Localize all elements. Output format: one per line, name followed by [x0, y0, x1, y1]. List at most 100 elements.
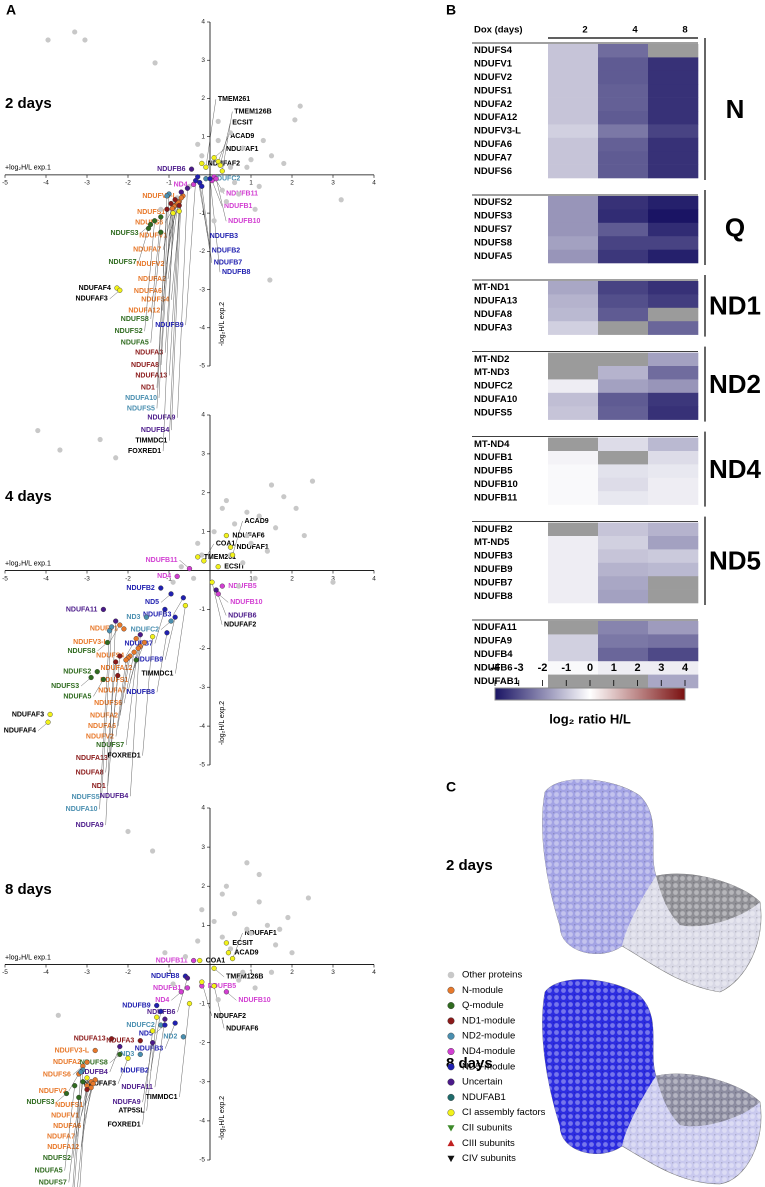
heatmap-cell: [648, 392, 699, 407]
heatmap-cell: [648, 366, 699, 380]
point-label: NDUFS2: [63, 669, 91, 676]
row-label: NDUFS8: [474, 237, 512, 248]
point-label: ND4: [155, 997, 169, 1004]
labeled-point: [201, 558, 207, 564]
other-point: [223, 883, 229, 889]
legend-label: CIII subunits: [462, 1138, 515, 1149]
labeled-point: [76, 1094, 82, 1101]
labeled-point: [123, 657, 129, 663]
legend-label: ND5-module: [462, 1061, 515, 1072]
point-label: NDUFA5: [63, 693, 91, 700]
x-tick-label: 3: [331, 575, 335, 582]
labels: NDUFV3-LNDUFS1NDUFS6NDUFV1NDUFA7NDUFV2ND…: [76, 96, 272, 455]
leader-line: [173, 597, 184, 615]
legend-label: Other proteins: [462, 970, 522, 981]
leader-line: [205, 99, 217, 168]
panel-label: B: [446, 2, 456, 18]
other-point: [244, 164, 250, 170]
other-point: [264, 548, 270, 554]
leader-line: [154, 609, 166, 644]
leader-line: [142, 636, 153, 756]
heatmap-cell: [548, 97, 599, 112]
labeled-point: [113, 659, 119, 665]
y-axis-label: -log₂H/L exp.2: [219, 302, 226, 346]
leader-line: [150, 232, 161, 343]
heatmap-cell: [548, 84, 599, 98]
points: [55, 828, 311, 1101]
other-point: [256, 183, 262, 189]
heatmap-cell: [648, 84, 699, 98]
legend-label: Q-module: [462, 1000, 504, 1011]
legend-label: N-module: [462, 985, 503, 996]
other-point: [268, 153, 275, 159]
labeled-point: [63, 1090, 70, 1097]
group-label: N: [726, 94, 745, 124]
leader-line: [80, 1087, 92, 1148]
x-axis-label: +log₂H/L exp.1: [5, 560, 51, 567]
labeled-point: [225, 950, 232, 956]
other-point: [260, 137, 266, 144]
labeled-point: [172, 614, 178, 620]
row-label: NDUFA2: [474, 99, 512, 110]
point-label: NDUFA2: [53, 1059, 81, 1066]
heatmap-cell: [548, 249, 599, 264]
labeled-point: [100, 676, 107, 683]
labeled-point: [199, 160, 205, 167]
labeled-point: [150, 634, 156, 640]
point-label: NDUFB1: [153, 985, 181, 992]
x-tick-label: 2: [290, 180, 294, 187]
point-label: NDUFS1: [100, 677, 128, 684]
legend-marker: [447, 1002, 455, 1010]
point-label: NDUFB8: [222, 269, 250, 276]
other-point: [232, 911, 238, 917]
labeled-point: [162, 606, 168, 613]
y-tick-label: 2: [201, 883, 205, 890]
heatmap-cell: [598, 522, 649, 537]
heatmap-cell: [648, 647, 699, 662]
y-tick-label: 1: [201, 133, 205, 140]
point-label: FOXRED1: [128, 448, 161, 455]
labeled-point: [199, 183, 205, 189]
labeled-point: [125, 1055, 131, 1061]
heatmap-cell: [548, 222, 599, 237]
other-point: [236, 191, 242, 197]
point-label: TIMMDC1: [135, 438, 167, 445]
leader-line: [109, 624, 120, 643]
heatmap-header: Dox (days): [474, 25, 523, 36]
other-point: [248, 930, 254, 936]
other-point: [170, 981, 176, 987]
heatmap-cell: [648, 196, 699, 210]
x-tick-label: -2: [125, 180, 131, 187]
heatmap-cell: [598, 674, 649, 689]
row-label: MT-ND3: [474, 367, 509, 378]
point-label: TIMMDC1: [142, 670, 174, 677]
y-tick-label: 4: [201, 805, 205, 812]
row-label: NDUFS5: [474, 407, 513, 418]
labeled-point: [186, 566, 193, 572]
point-label: NDUFB5: [208, 983, 236, 990]
point-label: NDUFS6: [94, 700, 122, 707]
heatmap-cell: [648, 621, 699, 635]
heatmap-cell: [648, 124, 699, 139]
heatmap-cell: [648, 576, 699, 590]
other-point: [252, 575, 258, 581]
leader-line: [156, 632, 168, 693]
row-label: NDUFA10: [474, 394, 517, 405]
legend-marker: [447, 1155, 455, 1163]
labeled-point: [106, 628, 113, 634]
point-label: NDUFV2: [136, 261, 164, 268]
point-label: NDUFAF3: [76, 296, 108, 303]
column-label: 4: [632, 25, 638, 36]
other-point: [35, 427, 41, 434]
labeled-point: [211, 965, 217, 971]
labeled-point: [169, 205, 175, 212]
heatmap-cell: [598, 491, 649, 505]
heatmap-cell: [598, 589, 649, 604]
other-point: [240, 145, 246, 151]
y-tick-label: -2: [199, 645, 205, 652]
row-label: NDUFA6: [474, 139, 512, 150]
point-label: NDUFS3: [51, 683, 79, 690]
heatmap-cell: [548, 621, 599, 635]
colorbar: [494, 687, 686, 701]
point-label: NDUFS6: [43, 1071, 71, 1078]
